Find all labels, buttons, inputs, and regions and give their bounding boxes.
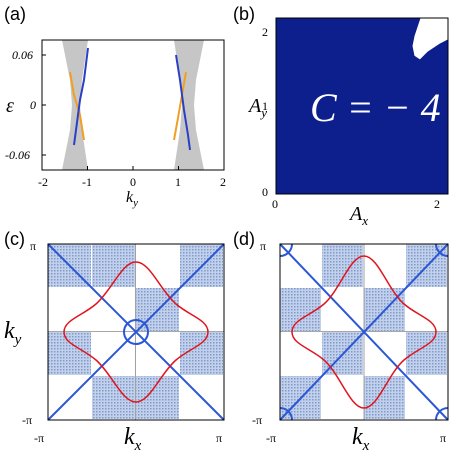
panel-a-ylabel: ε [6,95,14,117]
corner-pocket-top-left [279,243,293,257]
panel-b-axes [275,17,449,195]
edge-state-blue-left [73,47,89,146]
panel-c-ylabel: ky [4,318,22,348]
panel-b-ytick-2: 0 [262,185,268,199]
panel-d-fermi-surface [291,255,437,409]
panel-a-ytick-0: 0.06 [12,48,33,62]
panel-b-ylabel: Ay [247,95,267,120]
panel-d-corner-pockets [279,243,449,421]
panel-a-xtick-1: -1 [82,175,92,189]
chern-number-label: C = − 4 [310,85,441,130]
panel-b-label: (b) [233,4,255,24]
panel-a-ytick-1: 0 [30,98,36,112]
panel-d-xtick-0: -π [266,431,276,445]
panel-d-diagonal-2 [279,243,449,421]
panel-b-ytick-1: 1 [262,99,268,113]
trivial-region [412,18,448,60]
panel-c-xlabel: kx [124,424,142,454]
panel-c: (c) π -π -π π [4,229,225,454]
panel-a-xtick-4: 2 [220,175,226,189]
panel-a-xtick-2: 0 [130,175,136,189]
panel-a-xtick-0: -2 [38,175,48,189]
bulk-band-left [62,40,88,170]
panel-b-xlabel: Ax [348,203,368,228]
bulk-bands [62,40,204,170]
panel-d: (d) π -π -π π kx [233,229,449,454]
panel-d-label: (d) [233,229,255,249]
panel-d-axes [279,243,449,421]
panel-d-xlabel: kx [352,424,370,454]
panel-c-fermi-surface [63,261,209,403]
edge-state-orange-right [173,71,187,141]
panel-c-xtick-0: -π [34,431,44,445]
panel-d-xtick-1: π [440,431,446,445]
panel-b-xtick-0: 0 [272,197,278,211]
panel-c-diagonal-2 [47,243,225,421]
panel-a-ytick-2: -0.06 [5,148,30,162]
panel-c-label: (c) [4,229,25,249]
panel-a-xtick-3: 1 [175,175,181,189]
corner-pocket-bottom-left [279,407,293,421]
panel-c-axes [47,243,225,421]
panel-b-ytick-0: 2 [262,25,268,39]
panel-a: (a) -2 -1 0 1 2 0.06 0 -0.06 [4,4,226,209]
edge-state-orange-left [69,71,85,141]
corner-pocket-bottom-right [435,407,449,421]
panel-a-ticks [42,54,179,170]
corner-pocket-top-right [435,243,449,257]
edge-states [69,47,191,151]
panel-d-ytick-1: -π [252,413,262,427]
panel-b: (b) C = − 4 0 2 2 1 0 Ay Ax [233,4,449,228]
panel-a-xlabel: ky [126,189,138,209]
trivial-region-edge [411,17,449,61]
panel-c-ytick-1: -π [22,413,32,427]
bulk-band-right [174,40,204,170]
panel-a-label: (a) [4,4,26,24]
edge-state-blue-right [175,54,191,151]
panel-b-xtick-1: 2 [434,197,440,211]
panel-d-ytick-0: π [260,239,266,253]
panel-c-ytick-0: π [30,239,36,253]
panel-c-center-circle [123,319,149,345]
panel-c-xtick-1: π [216,431,222,445]
